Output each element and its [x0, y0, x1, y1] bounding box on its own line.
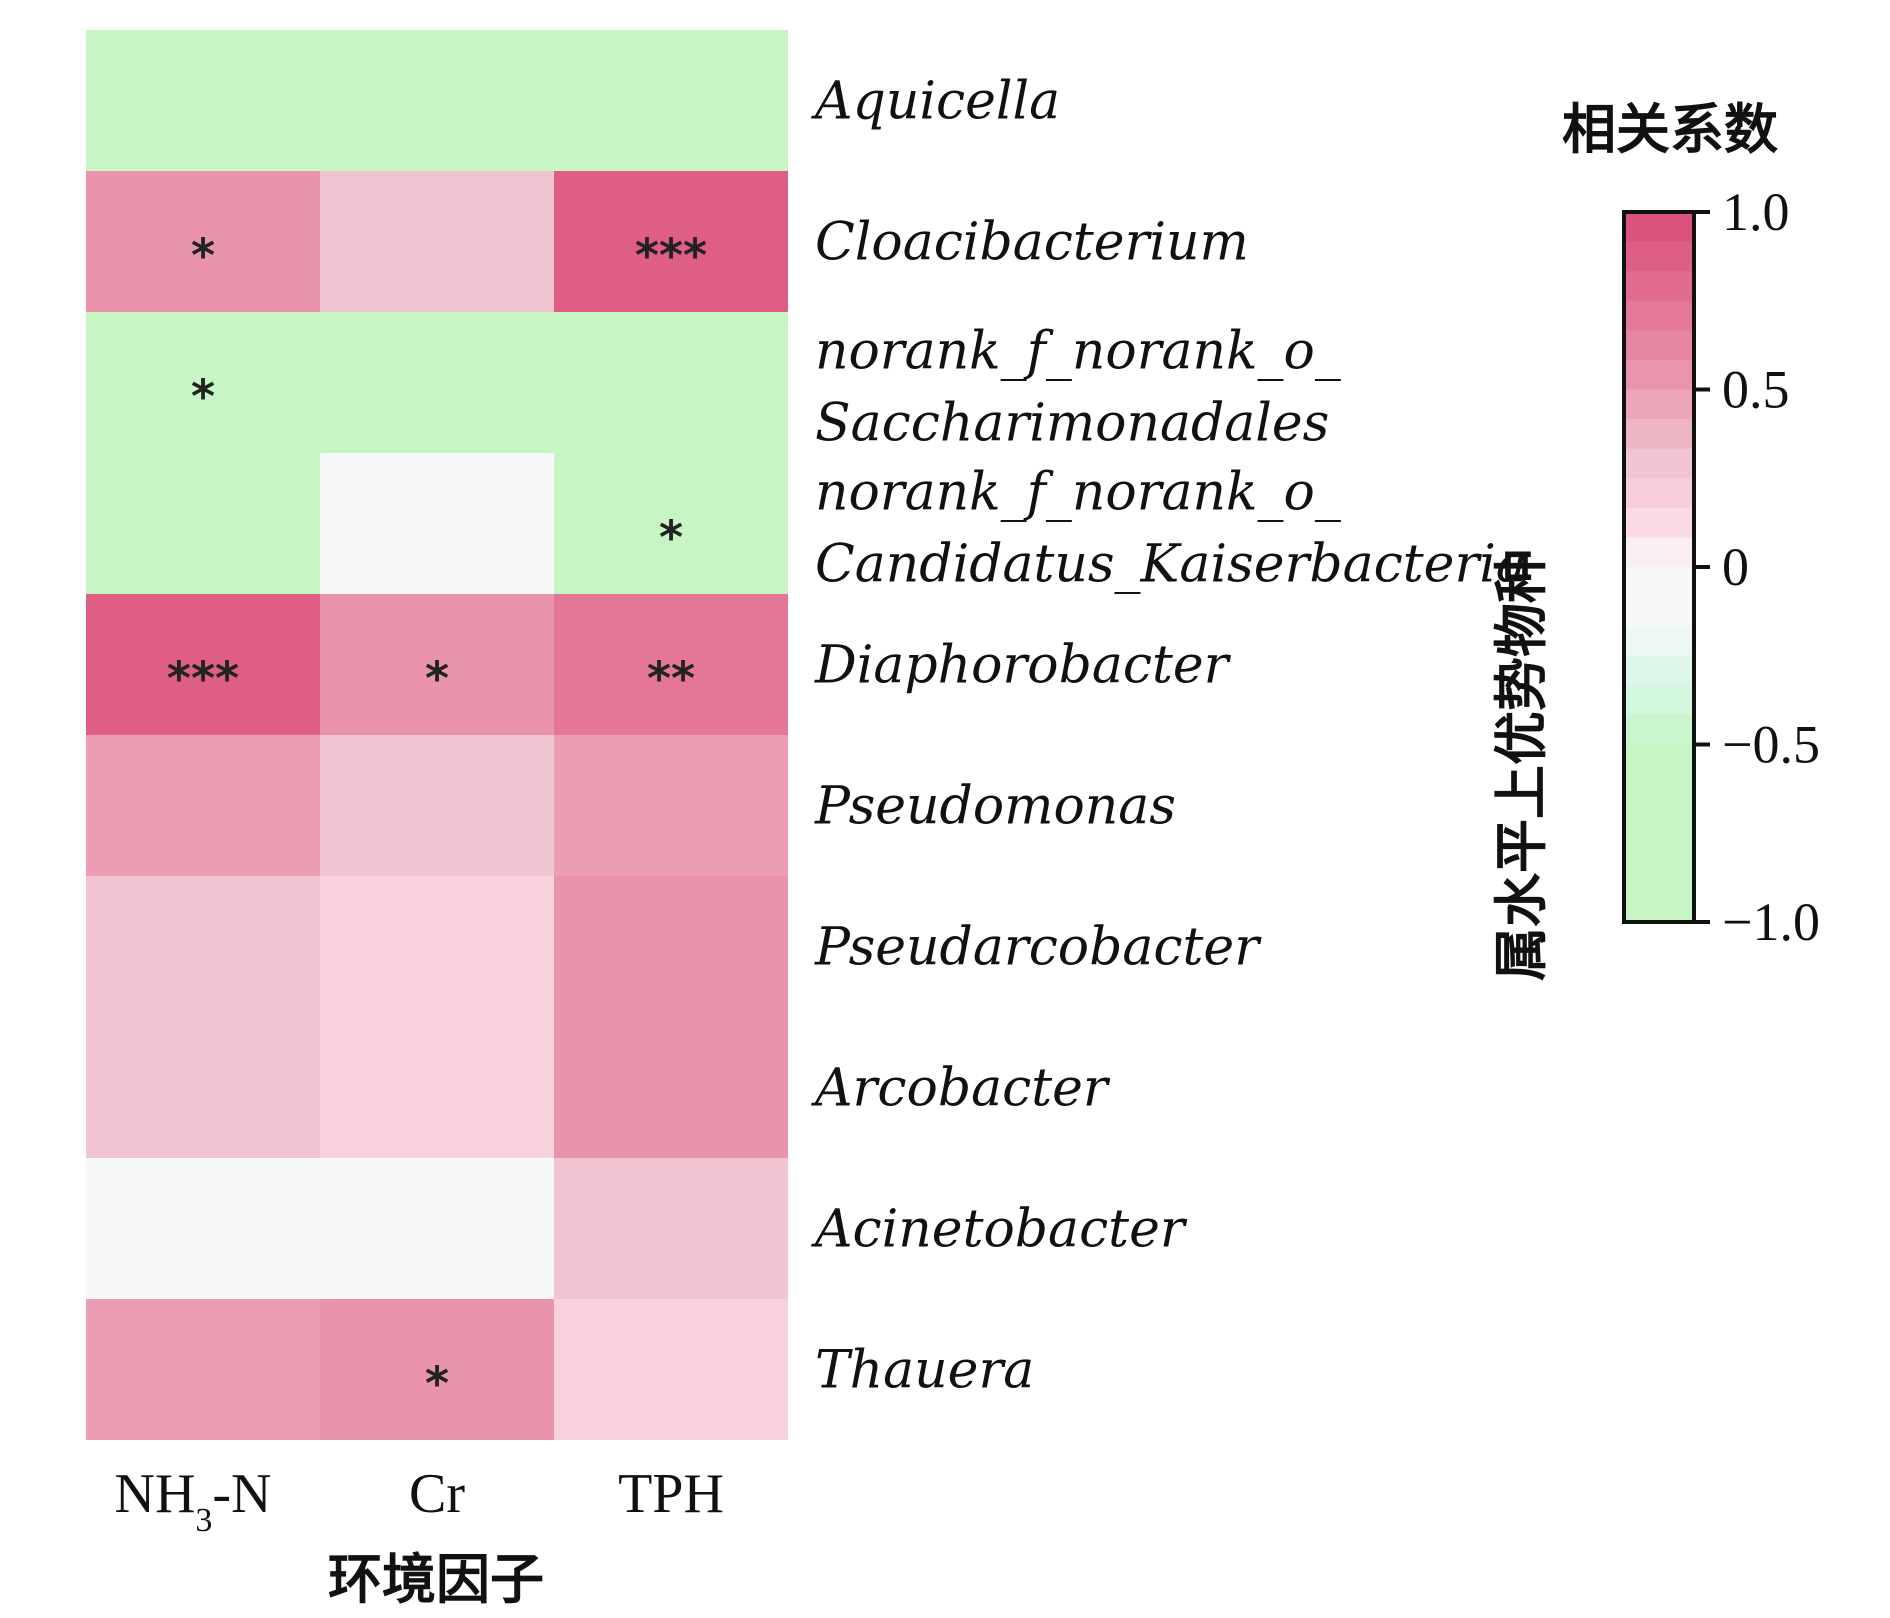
colorbar-segment: [1624, 212, 1694, 243]
colorbar-segment: [1624, 862, 1694, 894]
x-axis-title: 环境因子: [328, 1548, 544, 1611]
heatmap-cell: [554, 312, 788, 453]
heatmap-cell: [86, 594, 320, 735]
heatmap-cell: [86, 453, 320, 594]
colorbar-segment: [1624, 714, 1694, 746]
column-labels: NH3-N Cr TPH: [115, 1463, 724, 1539]
heatmap-cell: [554, 453, 788, 594]
heatmap-cell: [320, 1299, 554, 1440]
colorbar-segment: [1624, 478, 1694, 509]
row-label: Aquicella: [811, 72, 1060, 132]
significance-marks: * ******** * ***: [167, 229, 707, 1411]
colorbar-segment: [1624, 655, 1694, 686]
column-label: TPH: [618, 1463, 724, 1525]
significance-mark: **: [647, 652, 695, 706]
heatmap-cell: [554, 594, 788, 735]
colorbar: 1.0 0.5 0 −0.5 −1.0: [1622, 182, 1820, 952]
heatmap-cell: [320, 312, 554, 453]
row-label: Pseudarcobacter: [814, 918, 1262, 978]
heatmap-cell: [86, 1158, 320, 1299]
colorbar-segment: [1624, 507, 1694, 539]
row-label: Cloacibacterium: [815, 213, 1249, 273]
colorbar-segment: [1624, 833, 1694, 864]
heatmap-cell: [320, 30, 554, 171]
colorbar-segment: [1624, 448, 1694, 479]
row-label: norank_f_norank_o_ Saccharimonadales: [815, 322, 1341, 454]
column-label: NH3-N: [115, 1463, 272, 1539]
heatmap-cell: [320, 735, 554, 876]
heatmap-cell: [554, 735, 788, 876]
colorbar-segment: [1624, 300, 1694, 331]
colorbar-tick-label: −0.5: [1722, 715, 1820, 775]
colorbar-segment: [1624, 241, 1694, 272]
heatmap-cell: [554, 171, 788, 312]
heatmap-cell: [554, 1299, 788, 1440]
colorbar-segment: [1624, 626, 1694, 657]
heatmap-cell: [320, 1017, 554, 1158]
row-label: Acinetobacter: [811, 1200, 1188, 1260]
column-label: Cr: [409, 1463, 465, 1525]
heatmap-cell: [554, 1158, 788, 1299]
heatmap-cell: [320, 876, 554, 1017]
colorbar-tick-label: 1.0: [1722, 182, 1790, 242]
colorbar-segment: [1624, 567, 1694, 598]
colorbar-segment: [1624, 744, 1694, 775]
row-label: Pseudomonas: [814, 777, 1176, 837]
colorbar-segment: [1624, 537, 1694, 568]
colorbar-segment: [1624, 803, 1694, 834]
row-label: Thauera: [815, 1341, 1034, 1401]
row-label: norank_f_norank_o_ Candidatus_Kaiserbacte…: [815, 463, 1527, 595]
colorbar-segment: [1624, 389, 1694, 420]
colorbar-title: 相关系数: [1562, 98, 1778, 161]
heatmap-cell: [320, 1158, 554, 1299]
significance-mark: ***: [167, 652, 239, 706]
colorbar-segment: [1624, 419, 1694, 450]
colorbar-segment: [1624, 774, 1694, 805]
heatmap-cell: [86, 1017, 320, 1158]
heatmap-cell: [86, 876, 320, 1017]
heatmap-cell: [554, 1017, 788, 1158]
significance-mark: ***: [635, 229, 707, 283]
heatmap-cell: [86, 1299, 320, 1440]
row-label: Arcobacter: [811, 1059, 1111, 1119]
heatmap-cell: [554, 876, 788, 1017]
significance-mark: *: [425, 652, 449, 706]
colorbar-segment: [1624, 596, 1694, 627]
colorbar-segment: [1624, 892, 1694, 923]
row-label: Diaphorobacter: [814, 636, 1232, 696]
heatmap-cell: [86, 735, 320, 876]
colorbar-segment: [1624, 685, 1694, 716]
heatmap-cell: [86, 312, 320, 453]
heatmap-cell: [86, 171, 320, 312]
colorbar-segment: [1624, 330, 1694, 361]
colorbar-tick-label: 0: [1722, 537, 1749, 597]
heatmap-cell: [86, 30, 320, 171]
significance-mark: *: [191, 229, 215, 283]
y-axis-title: 属水平上优势物种: [1490, 549, 1553, 981]
heatmap-cell: [320, 453, 554, 594]
colorbar-tick-label: 0.5: [1722, 360, 1790, 420]
significance-mark: *: [425, 1357, 449, 1411]
colorbar-segment: [1624, 271, 1694, 302]
heatmap-cell: [320, 594, 554, 735]
colorbar-segment: [1624, 359, 1694, 391]
significance-mark: *: [659, 511, 683, 565]
heatmap-cell: [320, 171, 554, 312]
row-labels: Aquicella Cloacibacterium norank_f_norank_…: [811, 72, 1527, 1401]
heatmap-cell: [554, 30, 788, 171]
significance-mark: *: [191, 370, 215, 424]
heatmap-cells: [86, 30, 788, 1440]
colorbar-tick-label: −1.0: [1722, 892, 1820, 952]
